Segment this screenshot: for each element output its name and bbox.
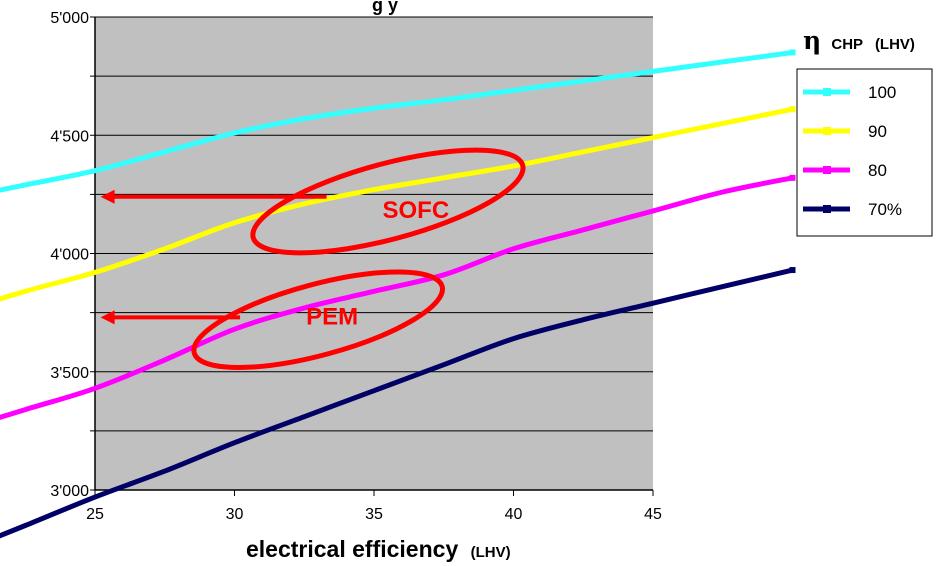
legend-marker	[823, 127, 831, 135]
red-arrowhead	[100, 189, 115, 204]
series-end-marker	[789, 106, 796, 113]
y-tick-label: 3'000	[50, 483, 89, 500]
grid	[95, 16, 653, 432]
highlight-ellipse-pem	[191, 269, 446, 370]
series-line-70	[0, 267, 795, 539]
legend-label: 90	[868, 122, 887, 141]
legend-label: 80	[868, 161, 887, 180]
series-line-80	[0, 175, 795, 420]
legend-entries: 100 90 80 70%	[803, 83, 902, 219]
x-tick-label: 45	[644, 506, 662, 523]
x-tick-label: 30	[226, 506, 244, 523]
red-arrowhead	[100, 310, 115, 325]
x-axis-label: electrical efficiency (LHV)	[246, 536, 511, 562]
y-tick-label: 4'000	[50, 247, 89, 264]
annotation-pem: PEM	[306, 303, 358, 330]
legend-label: 100	[868, 83, 896, 102]
annotation-sofc: SOFC	[383, 197, 450, 224]
highlight-ellipse-sofc	[250, 147, 526, 256]
y-axis-ticks: 3'000 3'500 4'000 4'500 5'000	[50, 10, 95, 500]
y-tick-label: 5'000	[50, 10, 89, 27]
series-line-90	[0, 106, 795, 302]
legend-title-chp: CHP	[831, 36, 863, 53]
legend-label: 70%	[868, 200, 902, 219]
series-end-marker	[789, 174, 796, 181]
x-tick-label: 40	[505, 506, 523, 523]
y-tick-label: 4'500	[50, 128, 89, 145]
x-tick-label: 25	[86, 506, 104, 523]
legend-title: η CHP (LHV)	[803, 26, 915, 55]
series-lines	[0, 49, 796, 539]
series-line-100	[0, 50, 795, 193]
legend-marker	[823, 166, 831, 174]
legend-title-eta: η	[803, 26, 821, 55]
y-tick-label: 3'500	[50, 365, 89, 382]
series-end-marker	[789, 49, 796, 56]
legend-marker	[823, 88, 831, 96]
series-end-marker	[789, 267, 796, 274]
x-axis-ticks: 25 30 35 40 45	[86, 490, 662, 523]
x-axis-label-unit: (LHV)	[471, 544, 511, 561]
legend-marker	[823, 205, 831, 213]
annotation-overlays: SOFC PEM	[100, 147, 526, 370]
legend-title-unit: (LHV)	[875, 36, 915, 53]
x-axis-label-main: electrical efficiency	[246, 536, 458, 562]
x-tick-label: 35	[365, 506, 383, 523]
chart-title-fragment: g y	[372, 0, 398, 15]
